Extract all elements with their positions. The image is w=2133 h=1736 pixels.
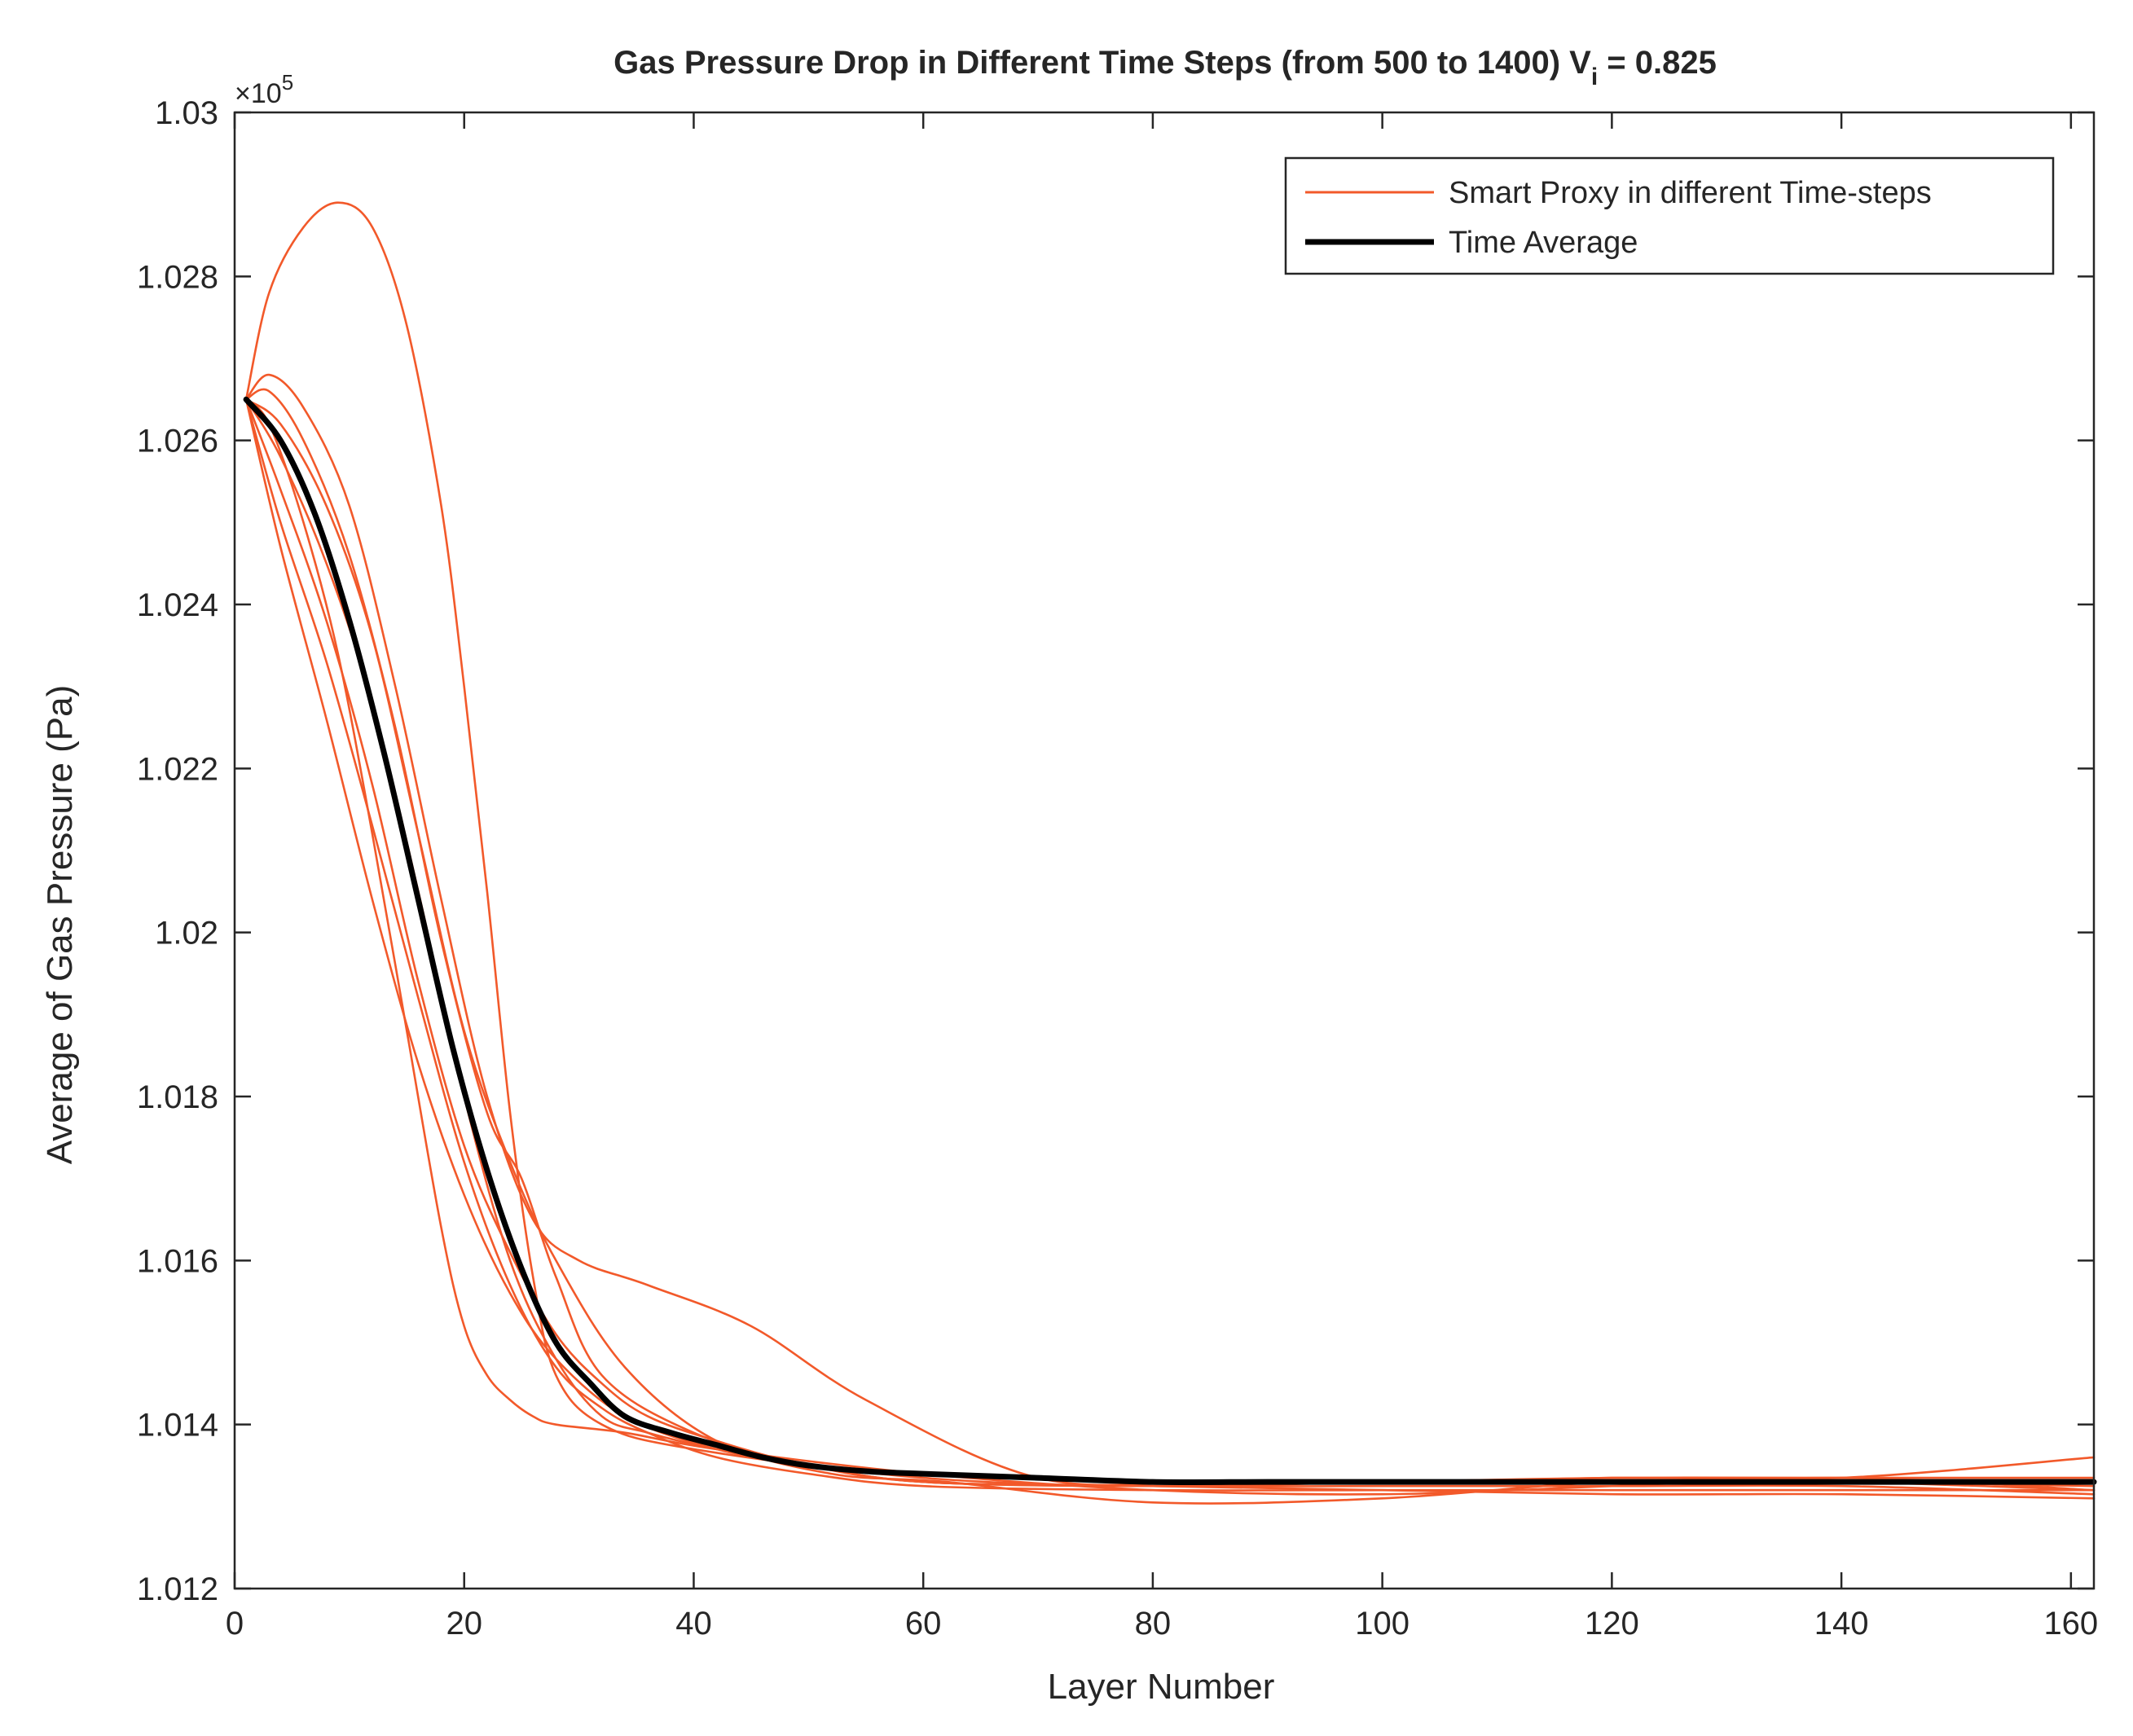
x-tick-label: 160 bbox=[2043, 1606, 2098, 1642]
series-line-time-average bbox=[243, 396, 2097, 1485]
y-tick-label: 1.014 bbox=[137, 1408, 218, 1444]
legend-label-time-steps: Smart Proxy in different Time-steps bbox=[1449, 176, 1932, 210]
y-tick-label: 1.012 bbox=[137, 1571, 218, 1607]
x-tick-label: 20 bbox=[446, 1606, 482, 1642]
y-multiplier-exponent: 5 bbox=[282, 70, 293, 94]
y-tick-label: 1.018 bbox=[137, 1079, 218, 1115]
chart-title-suffix: = 0.825 bbox=[1598, 45, 1717, 81]
x-tick-label: 140 bbox=[1814, 1606, 1869, 1642]
axes-frame bbox=[233, 111, 2096, 1590]
y-axis-label: Average of Gas Pressure (Pa) bbox=[40, 685, 80, 1165]
y-tick-label: 1.024 bbox=[137, 587, 218, 623]
legend: Smart Proxy in different Time-steps Time… bbox=[1284, 156, 2055, 275]
x-tick-label: 80 bbox=[1135, 1606, 1172, 1642]
y-multiplier: ×105 bbox=[235, 70, 293, 109]
plot-series bbox=[243, 201, 2097, 1505]
x-tick-label: 120 bbox=[1585, 1606, 1639, 1642]
y-tick-label: 1.02 bbox=[155, 916, 218, 952]
x-tick-label: 100 bbox=[1355, 1606, 1410, 1642]
y-tick-label: 1.016 bbox=[137, 1243, 218, 1279]
x-tick-label: 40 bbox=[675, 1606, 712, 1642]
y-tick-label: 1.03 bbox=[155, 95, 218, 131]
series-line-time-step bbox=[244, 373, 2096, 1487]
series-line-time-step bbox=[244, 398, 2096, 1492]
x-axis: 0 20 40 60 80 100 120 140 160 bbox=[226, 112, 2098, 1642]
x-tick-label: 0 bbox=[226, 1606, 244, 1642]
legend-box bbox=[1284, 156, 2055, 275]
x-tick-label: 60 bbox=[905, 1606, 942, 1642]
y-tick-label: 1.026 bbox=[137, 424, 218, 459]
chart-title-subscript: i bbox=[1591, 64, 1598, 90]
series-line-time-step bbox=[244, 398, 2096, 1500]
legend-label-average: Time Average bbox=[1449, 226, 1638, 260]
y-axis: 1.012 1.014 1.016 1.018 1.02 1.022 1.024 1.026 1… bbox=[137, 95, 2094, 1607]
y-tick-label: 1.028 bbox=[137, 259, 218, 295]
x-axis-label: Layer Number bbox=[1048, 1667, 1275, 1707]
y-tick-label: 1.022 bbox=[137, 751, 218, 787]
chart-title: Gas Pressure Drop in Different Time Step… bbox=[614, 45, 1717, 90]
